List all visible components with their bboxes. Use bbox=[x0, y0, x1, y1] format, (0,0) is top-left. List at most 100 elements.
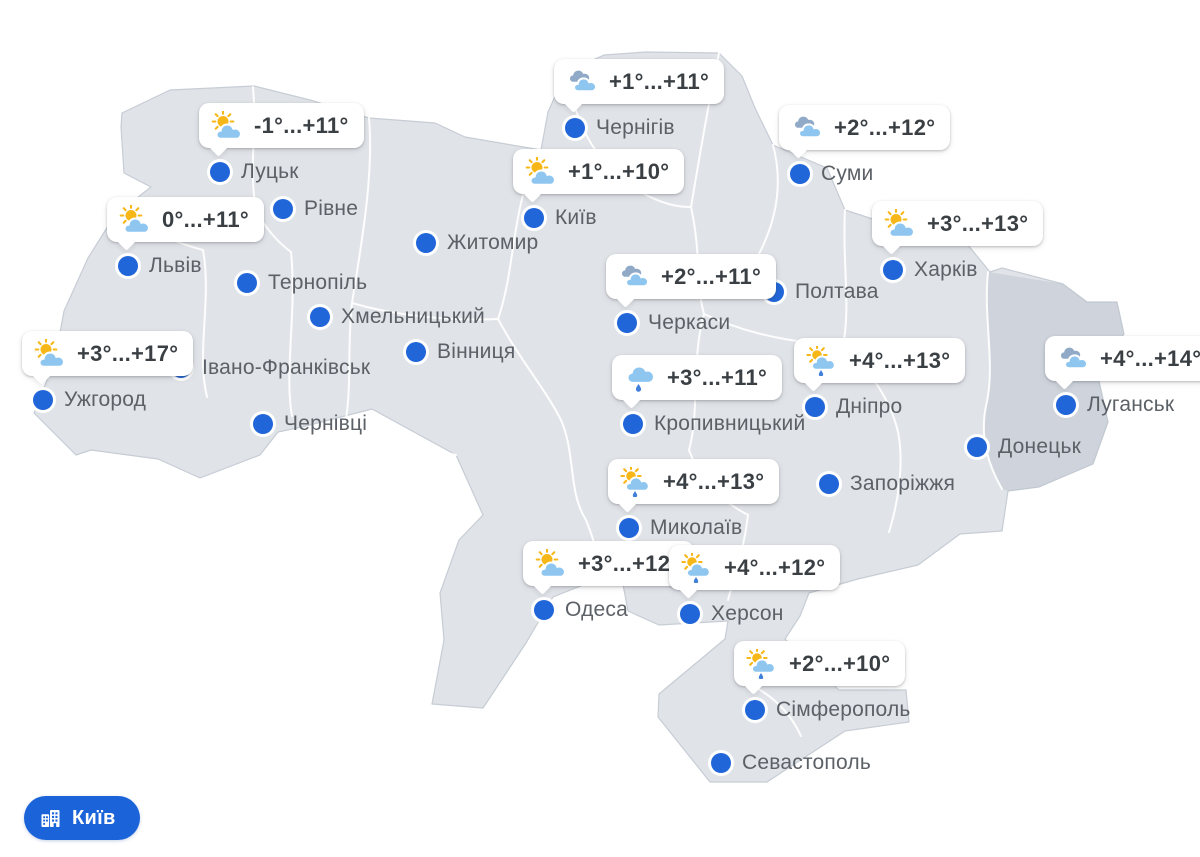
forecast-tooltip: +4°...+13° bbox=[608, 459, 780, 513]
forecast-tooltip: +4°...+14° bbox=[1045, 336, 1200, 390]
city-marker[interactable] bbox=[883, 260, 903, 280]
city-label[interactable]: Тернопіль bbox=[268, 271, 368, 294]
city-marker[interactable] bbox=[745, 700, 765, 720]
forecast-temp: -1°...+11° bbox=[254, 112, 349, 138]
city-marker[interactable] bbox=[253, 414, 273, 434]
forecast-temp: +1°...+11° bbox=[609, 68, 710, 94]
city-label[interactable]: Сімферополь bbox=[776, 698, 911, 721]
city-marker[interactable] bbox=[273, 199, 293, 219]
city-label[interactable]: Хмельницький bbox=[341, 305, 485, 328]
sun-cloud-icon bbox=[883, 208, 918, 239]
forecast-tooltip: +3°...+11° bbox=[612, 355, 783, 409]
forecast-temp: +3°...+12° bbox=[578, 550, 680, 576]
city-label[interactable]: Суми bbox=[821, 162, 874, 185]
city-marker[interactable] bbox=[623, 414, 643, 434]
city-label[interactable]: Житомир bbox=[447, 231, 539, 254]
city-label[interactable]: Луганськ bbox=[1087, 393, 1175, 416]
forecast-temp: +2°...+11° bbox=[661, 263, 762, 289]
city-label[interactable]: Кропивницький bbox=[654, 412, 806, 435]
city-marker[interactable] bbox=[237, 273, 257, 293]
city-label[interactable]: Рівне bbox=[304, 197, 359, 220]
sun-rain-cloud-icon bbox=[680, 552, 715, 583]
forecast-temp: +3°...+17° bbox=[77, 340, 179, 366]
clouds-icon bbox=[1056, 344, 1091, 374]
city-marker[interactable] bbox=[118, 256, 138, 276]
forecast-tooltip: +2°...+11° bbox=[606, 254, 777, 308]
forecast-temp: +3°...+13° bbox=[927, 210, 1029, 236]
city-label[interactable]: Херсон bbox=[711, 602, 784, 625]
city-buildings-icon bbox=[40, 808, 61, 829]
city-marker[interactable] bbox=[406, 342, 426, 362]
city-label[interactable]: Запоріжжя bbox=[850, 472, 956, 495]
city-label[interactable]: Дніпро bbox=[836, 395, 903, 418]
city-label[interactable]: Харків bbox=[914, 258, 978, 281]
city-label[interactable]: Вінниця bbox=[437, 340, 516, 363]
forecast-tooltip: +1°...+11° bbox=[554, 59, 725, 113]
forecast-tooltip: +3°...+12° bbox=[523, 541, 695, 595]
city-label[interactable]: Ужгород bbox=[64, 388, 147, 411]
city-marker[interactable] bbox=[416, 233, 436, 253]
forecast-temp: +4°...+14° bbox=[1100, 345, 1200, 371]
forecast-temp: +4°...+12° bbox=[724, 554, 826, 580]
city-marker[interactable] bbox=[565, 118, 585, 138]
forecast-tooltip: +3°...+17° bbox=[22, 331, 194, 385]
city-label[interactable]: Черкаси bbox=[648, 311, 731, 334]
city-marker[interactable] bbox=[310, 307, 330, 327]
clouds-icon bbox=[617, 262, 652, 292]
forecast-tooltip: -1°...+11° bbox=[199, 103, 364, 157]
city-label[interactable]: Львів bbox=[149, 254, 202, 277]
sun-cloud-icon bbox=[210, 110, 245, 141]
forecast-tooltip: +3°...+13° bbox=[872, 201, 1044, 255]
city-label[interactable]: Чернівці bbox=[284, 412, 368, 435]
sun-cloud-icon bbox=[118, 204, 153, 235]
city-marker[interactable] bbox=[33, 390, 53, 410]
sun-cloud-icon bbox=[33, 338, 68, 369]
city-marker[interactable] bbox=[967, 437, 987, 457]
rain-cloud-icon bbox=[623, 363, 658, 393]
forecast-temp: +2°...+10° bbox=[789, 650, 891, 676]
forecast-temp: +1°...+10° bbox=[568, 158, 670, 184]
forecast-tooltip: +2°...+10° bbox=[734, 641, 906, 695]
city-marker[interactable] bbox=[617, 313, 637, 333]
city-label[interactable]: Івано-Франківськ bbox=[202, 356, 371, 379]
city-marker[interactable] bbox=[534, 600, 554, 620]
forecast-tooltip: +4°...+12° bbox=[669, 545, 841, 599]
city-marker[interactable] bbox=[524, 208, 544, 228]
forecast-tooltip: 0°...+11° bbox=[107, 197, 264, 251]
forecast-temp: 0°...+11° bbox=[162, 206, 249, 232]
clouds-icon bbox=[565, 67, 600, 97]
city-marker[interactable] bbox=[790, 164, 810, 184]
clouds-icon bbox=[790, 113, 825, 143]
region-shade-luhansk bbox=[983, 272, 1124, 491]
sun-rain-cloud-icon bbox=[805, 345, 840, 376]
ukraine-land-shape bbox=[33, 51, 1125, 783]
city-label[interactable]: Донецьк bbox=[998, 435, 1081, 458]
current-location-button[interactable]: Київ bbox=[24, 796, 140, 840]
city-marker[interactable] bbox=[711, 753, 731, 773]
city-label[interactable]: Луцьк bbox=[241, 160, 299, 183]
forecast-temp: +4°...+13° bbox=[663, 468, 765, 494]
sun-cloud-icon bbox=[534, 548, 569, 579]
city-label[interactable]: Чернігів bbox=[596, 116, 675, 139]
current-location-label: Київ bbox=[72, 806, 116, 829]
city-label[interactable]: Севастополь bbox=[742, 751, 871, 774]
city-marker[interactable] bbox=[680, 604, 700, 624]
city-marker[interactable] bbox=[210, 162, 230, 182]
city-marker[interactable] bbox=[1056, 395, 1076, 415]
city-label[interactable]: Одеса bbox=[565, 598, 628, 621]
forecast-tooltip: +4°...+13° bbox=[794, 338, 966, 392]
city-marker[interactable] bbox=[819, 474, 839, 494]
forecast-tooltip: +2°...+12° bbox=[779, 105, 951, 159]
city-marker[interactable] bbox=[619, 518, 639, 538]
forecast-temp: +4°...+13° bbox=[849, 347, 951, 373]
sun-rain-cloud-icon bbox=[745, 648, 780, 679]
city-label[interactable]: Миколаїв bbox=[650, 516, 743, 539]
city-label[interactable]: Київ bbox=[555, 206, 597, 229]
city-marker[interactable] bbox=[805, 397, 825, 417]
forecast-tooltip: +1°...+10° bbox=[513, 149, 685, 203]
sun-cloud-icon bbox=[524, 156, 559, 187]
sun-rain-cloud-icon bbox=[619, 466, 654, 497]
city-label[interactable]: Полтава bbox=[795, 280, 879, 303]
forecast-temp: +3°...+11° bbox=[667, 364, 768, 390]
